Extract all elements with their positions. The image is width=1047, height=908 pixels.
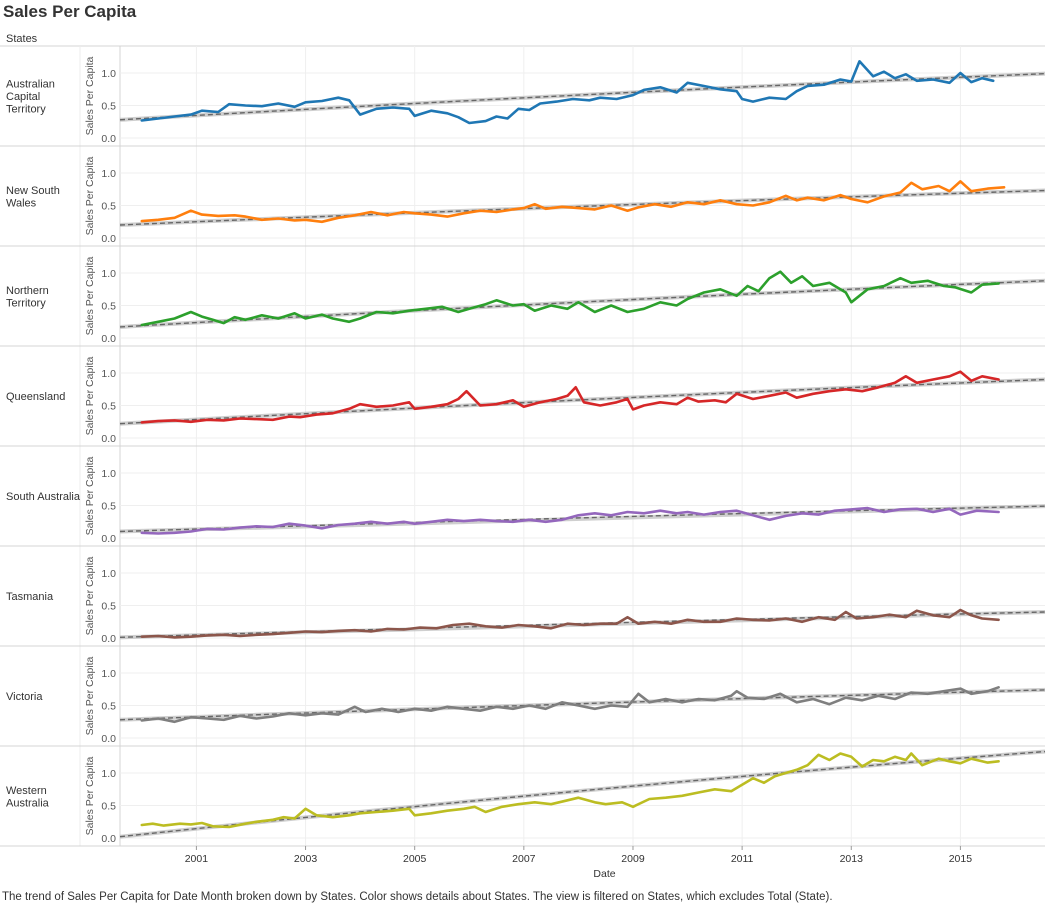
- trend-band: [119, 278, 1046, 329]
- series-line: [140, 59, 995, 125]
- y-tick-label: 1.0: [101, 668, 116, 680]
- trend-band: [119, 749, 1046, 839]
- y-tick-label: 0.0: [101, 133, 116, 145]
- series-line: [140, 180, 1006, 224]
- y-tick-label: 1.0: [101, 168, 116, 180]
- y-axis-title: Sales Per Capita: [84, 556, 96, 635]
- x-tick-label: 2015: [949, 853, 973, 865]
- state-label: Queensland: [6, 391, 65, 403]
- y-tick-label: 0.5: [101, 101, 116, 113]
- series-line: [140, 752, 1000, 829]
- trend-line: [119, 750, 1046, 838]
- y-tick-label: 1.0: [101, 68, 116, 80]
- state-label: Wales: [6, 197, 37, 209]
- series-line: [140, 370, 1000, 424]
- x-tick-label: 2001: [185, 853, 209, 865]
- y-tick-label: 0.0: [101, 633, 116, 645]
- series-line: [140, 608, 1000, 639]
- y-tick-label: 1.0: [101, 268, 116, 280]
- trend-band: [119, 71, 1046, 122]
- state-label: Tasmania: [6, 591, 54, 603]
- y-tick-label: 0.5: [101, 201, 116, 213]
- y-axis-title: Sales Per Capita: [84, 756, 96, 835]
- state-label: Victoria: [6, 691, 43, 703]
- y-tick-label: 0.5: [101, 301, 116, 313]
- y-tick-label: 0.0: [101, 233, 116, 245]
- y-axis-title: Sales Per Capita: [84, 56, 96, 135]
- x-tick-label: 2003: [294, 853, 318, 865]
- chart-caption: The trend of Sales Per Capita for Date M…: [2, 891, 833, 903]
- y-tick-label: 0.5: [101, 401, 116, 413]
- y-tick-label: 0.5: [101, 501, 116, 513]
- y-axis-title: Sales Per Capita: [84, 256, 96, 335]
- y-tick-label: 1.0: [101, 568, 116, 580]
- y-tick-label: 0.0: [101, 433, 116, 445]
- state-label: Capital: [6, 91, 40, 103]
- y-axis-title: Sales Per Capita: [84, 156, 96, 235]
- y-tick-label: 1.0: [101, 368, 116, 380]
- x-axis-title: Date: [593, 868, 615, 880]
- x-tick-label: 2011: [731, 853, 754, 865]
- x-tick-label: 2009: [621, 853, 645, 865]
- series-line: [140, 685, 1000, 724]
- y-tick-label: 0.0: [101, 733, 116, 745]
- state-label: Northern: [6, 285, 49, 297]
- x-tick-label: 2007: [512, 853, 536, 865]
- y-tick-label: 0.5: [101, 701, 116, 713]
- state-label: Australian: [6, 79, 55, 91]
- state-label: Western: [6, 785, 47, 797]
- state-label: Territory: [6, 297, 46, 309]
- row-header-label: States: [6, 33, 38, 45]
- y-tick-label: 0.0: [101, 533, 116, 545]
- x-tick-label: 2013: [840, 853, 864, 865]
- series-line: [140, 270, 1000, 327]
- y-tick-label: 1.0: [101, 768, 116, 780]
- y-tick-label: 0.5: [101, 801, 116, 813]
- y-tick-label: 0.5: [101, 601, 116, 613]
- series-line: [140, 506, 1000, 535]
- y-axis-title: Sales Per Capita: [84, 456, 96, 535]
- state-label: Territory: [6, 104, 46, 116]
- state-label: South Australia: [6, 491, 81, 503]
- page-title: Sales Per Capita: [3, 2, 137, 21]
- y-tick-label: 0.0: [101, 833, 116, 845]
- state-label: Australia: [6, 797, 50, 809]
- x-tick-label: 2005: [403, 853, 427, 865]
- y-tick-label: 1.0: [101, 468, 116, 480]
- state-label: New South: [6, 185, 60, 197]
- y-axis-title: Sales Per Capita: [84, 356, 96, 435]
- y-tick-label: 0.0: [101, 333, 116, 345]
- y-axis-title: Sales Per Capita: [84, 656, 96, 735]
